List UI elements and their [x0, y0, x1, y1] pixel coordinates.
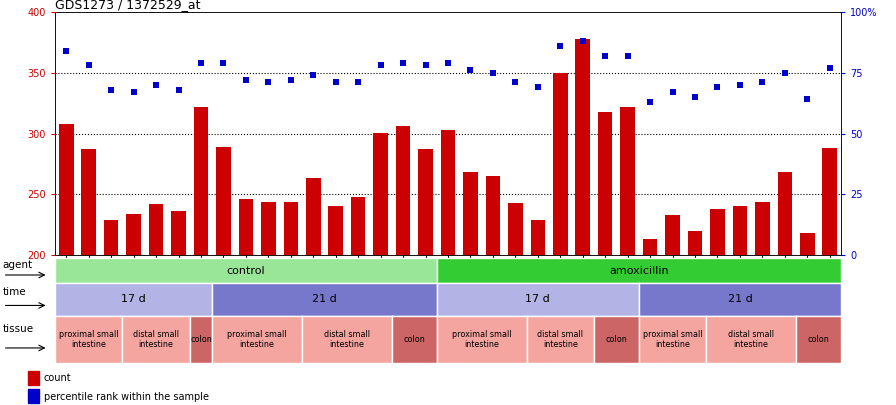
Point: [463, 67, 478, 74]
Bar: [194, 107, 208, 255]
Text: colon: colon: [606, 335, 627, 344]
Text: distal small
intestine: distal small intestine: [324, 330, 370, 349]
Point: [643, 99, 658, 105]
Bar: [575, 39, 590, 255]
Point: [530, 84, 545, 91]
Point: [194, 60, 208, 66]
Text: colon: colon: [190, 335, 211, 344]
Bar: [620, 107, 635, 255]
Point: [149, 82, 163, 88]
Point: [329, 79, 343, 86]
Point: [755, 79, 770, 86]
Bar: [329, 207, 343, 255]
Point: [823, 65, 837, 71]
Bar: [486, 176, 500, 255]
Point: [171, 87, 185, 93]
Bar: [755, 202, 770, 255]
Bar: [374, 134, 388, 255]
Text: 21 d: 21 d: [312, 294, 337, 305]
Bar: [216, 147, 231, 255]
Point: [666, 89, 680, 96]
Text: percentile rank within the sample: percentile rank within the sample: [44, 392, 209, 402]
Bar: [306, 179, 321, 255]
Bar: [711, 209, 725, 255]
Bar: [665, 215, 680, 255]
Bar: [28, 389, 39, 403]
Bar: [688, 231, 702, 255]
Text: proximal small
intestine: proximal small intestine: [59, 330, 118, 349]
Bar: [553, 73, 567, 255]
Point: [306, 72, 321, 79]
Bar: [800, 233, 814, 255]
Text: distal small
intestine: distal small intestine: [538, 330, 583, 349]
Text: distal small
intestine: distal small intestine: [728, 330, 774, 349]
Point: [396, 60, 410, 66]
Text: 17 d: 17 d: [525, 294, 550, 305]
Bar: [530, 220, 545, 255]
Bar: [283, 202, 298, 255]
Point: [508, 79, 522, 86]
Point: [216, 60, 230, 66]
Point: [598, 53, 612, 59]
Bar: [823, 148, 837, 255]
Bar: [238, 199, 254, 255]
Bar: [104, 220, 118, 255]
Point: [104, 87, 118, 93]
Bar: [28, 371, 39, 385]
Point: [486, 70, 500, 76]
Bar: [82, 149, 96, 255]
Text: colon: colon: [807, 335, 830, 344]
Point: [733, 82, 747, 88]
Text: 21 d: 21 d: [728, 294, 753, 305]
Text: agent: agent: [3, 260, 33, 270]
Point: [800, 96, 814, 103]
Bar: [642, 239, 658, 255]
Bar: [778, 173, 792, 255]
Bar: [59, 124, 73, 255]
Point: [575, 38, 590, 45]
Text: control: control: [227, 266, 265, 275]
Point: [82, 62, 96, 69]
Text: tissue: tissue: [3, 324, 34, 334]
Point: [621, 53, 635, 59]
Text: proximal small
intestine: proximal small intestine: [642, 330, 702, 349]
Bar: [463, 173, 478, 255]
Point: [441, 60, 455, 66]
Point: [553, 43, 567, 49]
Bar: [733, 207, 747, 255]
Text: time: time: [3, 287, 26, 297]
Text: count: count: [44, 373, 72, 384]
Point: [261, 79, 275, 86]
Text: colon: colon: [403, 335, 426, 344]
Bar: [396, 126, 410, 255]
Text: amoxicillin: amoxicillin: [609, 266, 668, 275]
Text: GDS1273 / 1372529_at: GDS1273 / 1372529_at: [55, 0, 201, 11]
Bar: [261, 202, 276, 255]
Text: distal small
intestine: distal small intestine: [134, 330, 179, 349]
Point: [126, 89, 141, 96]
Bar: [351, 197, 366, 255]
Bar: [441, 130, 455, 255]
Point: [351, 79, 366, 86]
Point: [778, 70, 792, 76]
Text: proximal small
intestine: proximal small intestine: [228, 330, 287, 349]
Text: proximal small
intestine: proximal small intestine: [452, 330, 512, 349]
Bar: [126, 214, 141, 255]
Bar: [418, 149, 433, 255]
Text: 17 d: 17 d: [121, 294, 146, 305]
Point: [374, 62, 388, 69]
Point: [711, 84, 725, 91]
Bar: [598, 112, 613, 255]
Point: [284, 77, 298, 83]
Point: [238, 77, 253, 83]
Point: [418, 62, 433, 69]
Point: [688, 94, 702, 100]
Bar: [508, 203, 522, 255]
Bar: [149, 204, 163, 255]
Bar: [171, 211, 185, 255]
Point: [59, 48, 73, 54]
